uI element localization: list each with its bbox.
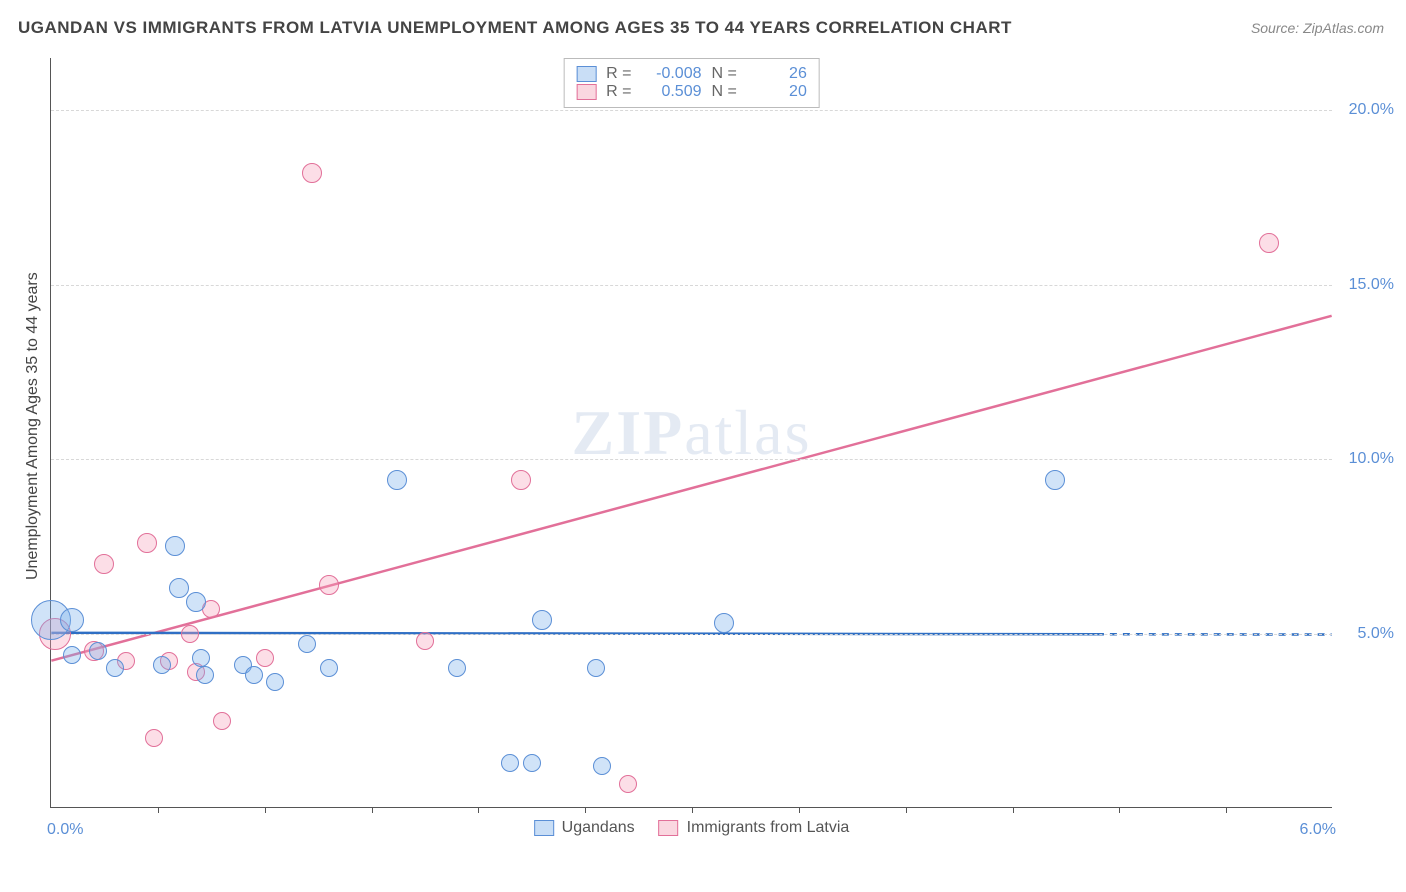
scatter-point-latvia [181, 625, 199, 643]
scatter-point-ugandans [387, 470, 407, 490]
legend-label-ugandans: Ugandans [562, 819, 635, 837]
n-label: N = [712, 65, 737, 83]
gridline-h [51, 285, 1332, 286]
scatter-point-ugandans [186, 592, 206, 612]
stats-row-ugandans: R = -0.008 N = 26 [576, 65, 807, 83]
watermark-rest: atlas [684, 397, 811, 468]
scatter-point-ugandans [714, 613, 734, 633]
source-attribution: Source: ZipAtlas.com [1251, 20, 1384, 36]
legend-item-latvia: Immigrants from Latvia [659, 819, 850, 837]
swatch-latvia-icon [659, 820, 679, 836]
series-legend: Ugandans Immigrants from Latvia [534, 819, 850, 837]
scatter-point-latvia [256, 649, 274, 667]
x-tick [585, 807, 586, 813]
scatter-point-ugandans [153, 656, 171, 674]
y-tick-label: 5.0% [1358, 625, 1394, 643]
scatter-point-latvia [94, 554, 114, 574]
x-tick [692, 807, 693, 813]
scatter-point-ugandans [593, 757, 611, 775]
x-tick [478, 807, 479, 813]
stats-row-latvia: R = 0.509 N = 20 [576, 83, 807, 101]
scatter-point-latvia [619, 775, 637, 793]
gridline-h [51, 634, 1332, 635]
x-tick [372, 807, 373, 813]
scatter-point-ugandans [192, 649, 210, 667]
trendline-latvia [51, 316, 1331, 661]
r-value-latvia: 0.509 [642, 83, 702, 101]
scatter-point-latvia [213, 712, 231, 730]
x-tick-label-min: 0.0% [47, 821, 83, 839]
scatter-point-ugandans [266, 673, 284, 691]
x-tick [1119, 807, 1120, 813]
gridline-h [51, 459, 1332, 460]
scatter-point-latvia [416, 632, 434, 650]
x-tick [158, 807, 159, 813]
y-tick-label: 15.0% [1349, 276, 1394, 294]
scatter-plot-area: ZIPatlas R = -0.008 N = 26 R = 0.509 N =… [50, 58, 1332, 808]
scatter-point-ugandans [587, 659, 605, 677]
x-tick-label-max: 6.0% [1300, 821, 1336, 839]
x-tick [1013, 807, 1014, 813]
scatter-point-latvia [137, 533, 157, 553]
correlation-stats-legend: R = -0.008 N = 26 R = 0.509 N = 20 [563, 58, 820, 108]
scatter-point-latvia [302, 163, 322, 183]
r-label: R = [606, 83, 631, 101]
legend-label-latvia: Immigrants from Latvia [687, 819, 850, 837]
scatter-point-ugandans [532, 610, 552, 630]
swatch-ugandans-icon [534, 820, 554, 836]
gridline-h [51, 110, 1332, 111]
y-tick-label: 10.0% [1349, 450, 1394, 468]
x-tick [265, 807, 266, 813]
swatch-ugandans-icon [576, 66, 596, 82]
watermark-bold: ZIP [572, 397, 685, 468]
swatch-latvia-icon [576, 84, 596, 100]
n-value-ugandans: 26 [747, 65, 807, 83]
legend-item-ugandans: Ugandans [534, 819, 635, 837]
scatter-point-latvia [145, 729, 163, 747]
r-value-ugandans: -0.008 [642, 65, 702, 83]
scatter-point-ugandans [320, 659, 338, 677]
y-tick-label: 20.0% [1349, 101, 1394, 119]
scatter-point-ugandans [501, 754, 519, 772]
scatter-point-ugandans [169, 578, 189, 598]
scatter-point-ugandans [1045, 470, 1065, 490]
scatter-point-ugandans [63, 646, 81, 664]
scatter-point-latvia [1259, 233, 1279, 253]
scatter-point-ugandans [523, 754, 541, 772]
scatter-point-ugandans [165, 536, 185, 556]
scatter-point-ugandans [298, 635, 316, 653]
r-label: R = [606, 65, 631, 83]
y-axis-label: Unemployment Among Ages 35 to 44 years [24, 272, 42, 580]
chart-title: UGANDAN VS IMMIGRANTS FROM LATVIA UNEMPL… [18, 18, 1012, 38]
scatter-point-ugandans [245, 666, 263, 684]
scatter-point-latvia [319, 575, 339, 595]
n-value-latvia: 20 [747, 83, 807, 101]
scatter-point-latvia [511, 470, 531, 490]
x-tick [906, 807, 907, 813]
trend-lines-svg [51, 58, 1332, 807]
scatter-point-ugandans [106, 659, 124, 677]
x-tick [1226, 807, 1227, 813]
x-tick [799, 807, 800, 813]
scatter-point-ugandans [89, 642, 107, 660]
scatter-point-ugandans [60, 608, 84, 632]
scatter-point-ugandans [448, 659, 466, 677]
n-label: N = [712, 83, 737, 101]
scatter-point-ugandans [196, 666, 214, 684]
